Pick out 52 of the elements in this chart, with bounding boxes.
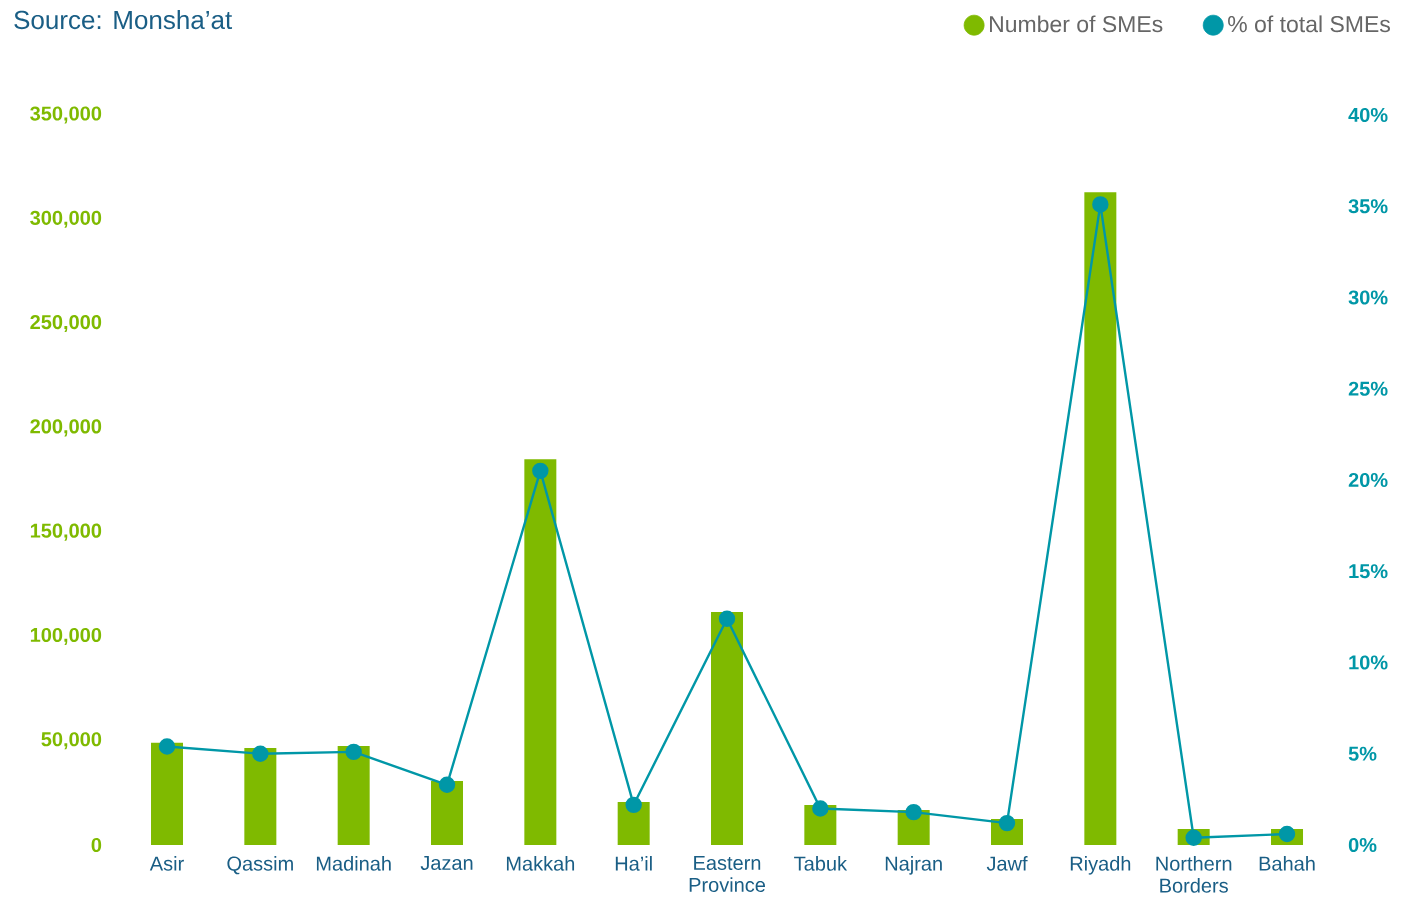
bar bbox=[711, 612, 744, 845]
y2-tick-label: 5% bbox=[1348, 746, 1377, 761]
x-tick-label: Bahah bbox=[1259, 856, 1315, 871]
x-tick-label: Jazan bbox=[420, 856, 473, 870]
y2-tick-label: 15% bbox=[1349, 564, 1388, 579]
bar bbox=[151, 742, 184, 845]
x-tick-label: Ha’il bbox=[615, 856, 652, 871]
point bbox=[532, 462, 549, 480]
x-tick-label: Najran bbox=[885, 856, 942, 875]
point bbox=[345, 743, 362, 761]
y2-tick-label: 0% bbox=[1348, 837, 1377, 853]
y-tick-label: 250,000 bbox=[30, 315, 102, 333]
bar bbox=[244, 748, 277, 845]
y-tick-label: 150,000 bbox=[30, 523, 102, 541]
point bbox=[252, 745, 269, 762]
y2-tick-label: 35% bbox=[1348, 199, 1388, 214]
point bbox=[158, 738, 176, 755]
bar bbox=[1084, 192, 1117, 845]
y2-tick-label: 30% bbox=[1348, 290, 1388, 305]
x-tick-label: Riyadh bbox=[1070, 856, 1131, 875]
point bbox=[1092, 196, 1109, 213]
y-tick-label: 100,000 bbox=[30, 627, 102, 645]
y2-tick-label: 20% bbox=[1348, 472, 1388, 488]
x-tick-label: Asir bbox=[149, 856, 184, 871]
x-tick-label: Tabuk bbox=[794, 856, 848, 871]
x-tick-label: Eastern Province bbox=[689, 856, 766, 892]
y2-tick-label: 10% bbox=[1349, 655, 1388, 670]
point bbox=[718, 610, 736, 627]
x-tick-label: Northern Borders bbox=[1156, 856, 1232, 893]
y-tick-label: 200,000 bbox=[30, 419, 102, 437]
point bbox=[438, 776, 456, 793]
bar bbox=[524, 459, 557, 845]
y2-tick-label: 40% bbox=[1348, 107, 1388, 123]
legend-label: % of total SMEs bbox=[1228, 15, 1390, 33]
bar bbox=[337, 745, 370, 845]
point bbox=[812, 800, 829, 817]
x-tick-label: Jawf bbox=[986, 856, 1028, 871]
y-tick-label: 300,000 bbox=[30, 210, 102, 228]
bar bbox=[431, 780, 464, 845]
x-tick-label: Madinah bbox=[316, 856, 391, 871]
source-note: Source: Monsha’at bbox=[14, 10, 233, 30]
y-tick-label: 50,000 bbox=[41, 732, 102, 750]
x-tick-label: Qassim bbox=[227, 856, 293, 875]
point bbox=[1278, 825, 1296, 843]
legend-label: Number of SMEs bbox=[990, 15, 1163, 33]
point bbox=[625, 796, 642, 814]
y-tick-label: 0 bbox=[91, 837, 102, 853]
point bbox=[1185, 829, 1202, 846]
point bbox=[905, 803, 922, 821]
y2-tick-label: 25% bbox=[1348, 381, 1388, 396]
x-tick-label: Makkah bbox=[506, 856, 575, 871]
y-tick-label: 350,000 bbox=[30, 106, 102, 124]
